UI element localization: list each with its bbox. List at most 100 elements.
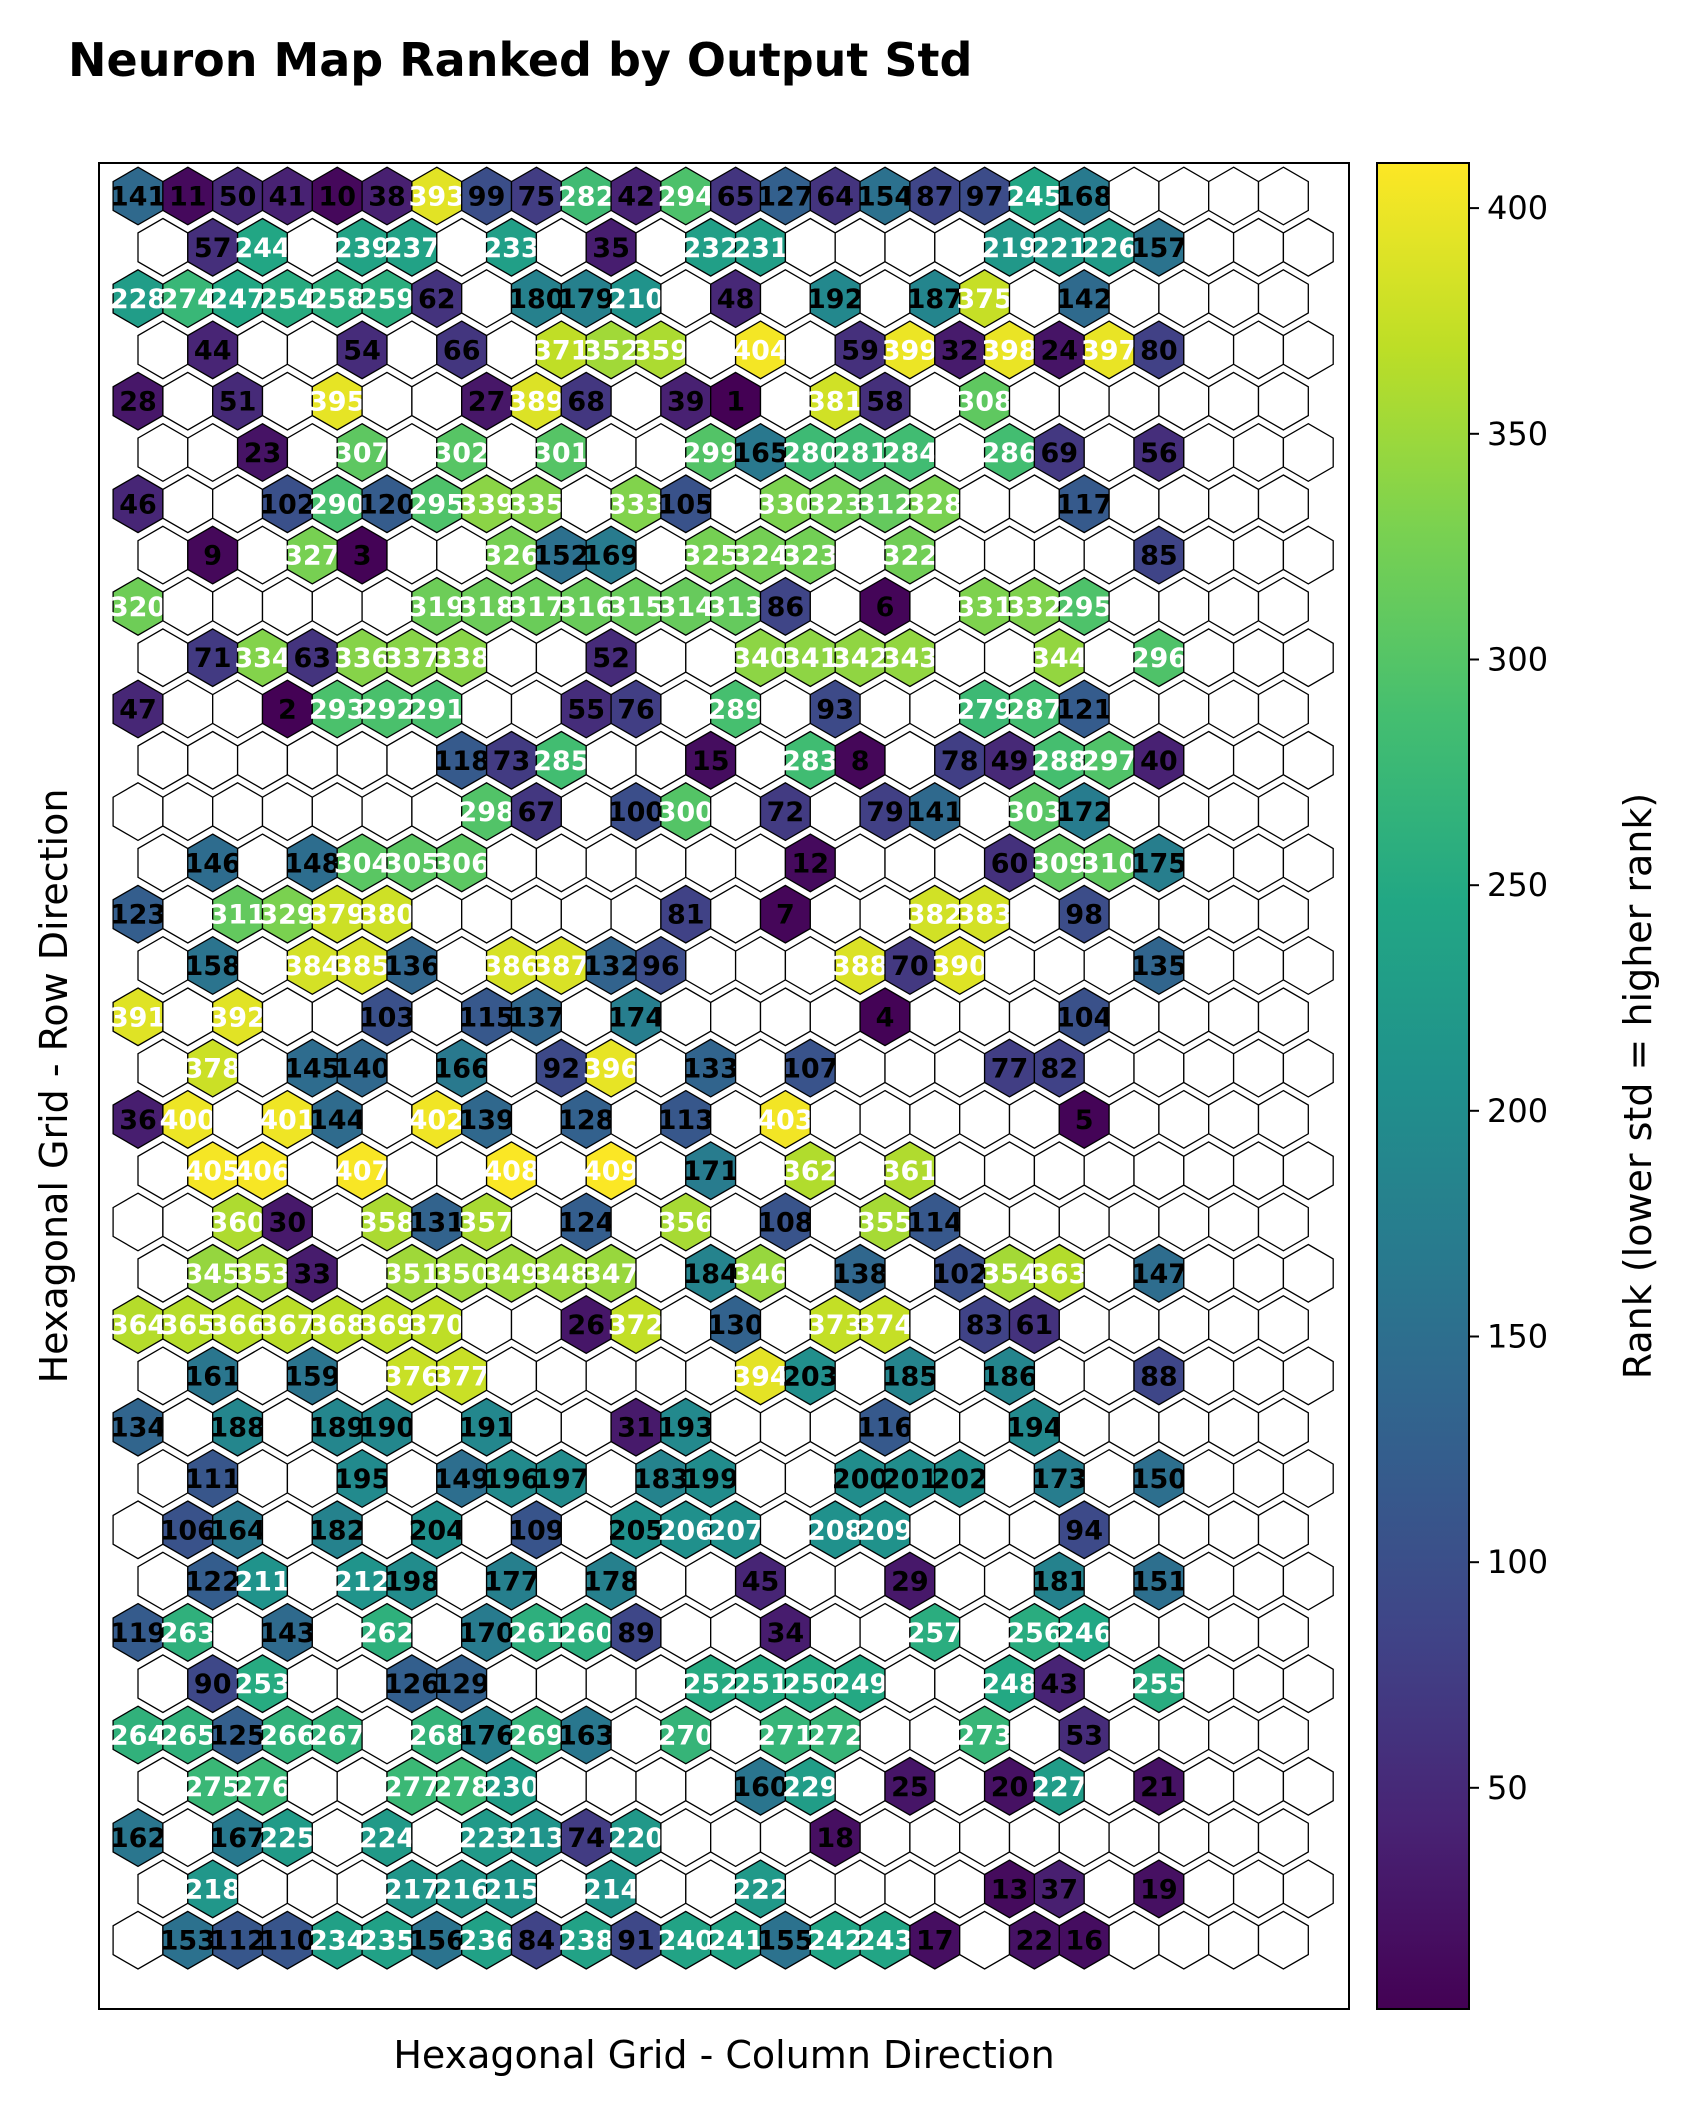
hex-cell-label: 144	[309, 1105, 365, 1136]
hex-cell-label: 318	[458, 592, 514, 623]
hex-cell-empty	[685, 628, 737, 688]
hex-cell-empty	[934, 1346, 986, 1406]
hex-cell-empty	[1257, 1295, 1309, 1355]
hex-cell-empty	[1282, 1243, 1334, 1303]
hex-cell-label: 311	[209, 900, 265, 931]
hex-cell-label: 169	[583, 541, 639, 572]
hex-cell-label: 24	[1041, 335, 1079, 366]
hex-cell-empty	[1208, 576, 1260, 636]
hex-cell-label: 105	[658, 489, 714, 520]
hex-cell-label: 389	[508, 387, 564, 418]
hex-cell-empty	[1058, 1808, 1110, 1868]
hex-cell-empty	[1232, 1551, 1285, 1611]
hex-cell-label: 243	[857, 1926, 913, 1957]
hex-cell-label: 377	[434, 1361, 490, 1392]
hex-cell-empty	[685, 1346, 737, 1406]
hex-cell-label: 85	[1140, 541, 1178, 572]
hex-cell-label: 303	[1006, 797, 1062, 828]
hex-cell-empty	[1083, 1243, 1135, 1303]
hex-cell-empty	[1158, 474, 1210, 534]
hex-cell-empty	[162, 987, 214, 1047]
hex-cell-empty	[1158, 371, 1210, 431]
hex-cell-label: 55	[567, 695, 605, 726]
hex-cell-empty	[859, 1705, 911, 1765]
hex-cell-empty	[909, 1705, 961, 1765]
hex-cell-label: 380	[359, 900, 415, 931]
hex-cell-label: 401	[259, 1105, 315, 1136]
hex-cell-label: 9	[203, 541, 222, 572]
hex-cell-label: 20	[991, 1772, 1029, 1803]
hex-cell-label: 93	[816, 695, 854, 726]
hex-cell-empty	[386, 1448, 438, 1509]
hex-cell-empty	[1208, 679, 1260, 739]
hex-cell-label: 367	[259, 1310, 315, 1341]
hex-cell-empty	[510, 1397, 562, 1457]
hex-cell-label: 195	[334, 1464, 390, 1495]
hex-cell-empty	[1208, 269, 1260, 329]
plot-frame	[98, 162, 1350, 2010]
hex-cell-label: 52	[592, 643, 630, 674]
hex-cell-empty	[1008, 269, 1060, 329]
hex-cell-empty	[635, 525, 687, 585]
hex-cell-empty	[1282, 422, 1334, 483]
hex-cell-label: 21	[1140, 1772, 1178, 1803]
hex-cell-empty	[286, 217, 338, 277]
hex-cell-label: 344	[1031, 643, 1087, 674]
hex-cell-label: 87	[916, 182, 954, 213]
hex-cell-empty	[1232, 628, 1285, 688]
hex-cell-label: 205	[608, 1515, 664, 1546]
hex-cell-empty	[759, 679, 811, 739]
hex-cell-empty	[635, 1141, 687, 1201]
hex-cell-label: 364	[110, 1310, 166, 1341]
hex-cell-label: 130	[707, 1310, 763, 1341]
hex-cell-label: 247	[209, 284, 265, 315]
hex-cell-empty	[1232, 320, 1285, 380]
hex-cell-empty	[1008, 474, 1060, 534]
hex-cell-empty	[1232, 1859, 1285, 1919]
hex-cell-empty	[1282, 1654, 1334, 1714]
hex-cell-empty	[336, 1243, 388, 1303]
hex-cell-label: 121	[1056, 695, 1112, 726]
hex-cell-empty	[710, 1602, 762, 1662]
colorbar-tick-label: 400	[1487, 189, 1548, 227]
hex-cell-label: 250	[782, 1669, 838, 1700]
hex-cell-label: 54	[343, 335, 381, 366]
hex-cell-empty	[311, 1602, 363, 1662]
hex-cell-empty	[635, 1859, 687, 1919]
hex-cell-label: 189	[309, 1413, 365, 1444]
hex-cell-empty	[137, 1038, 189, 1098]
hex-cell-empty	[112, 782, 164, 842]
hex-cell-empty	[1232, 833, 1285, 893]
hex-cell-empty	[809, 1089, 861, 1149]
hex-cell-empty	[1108, 1295, 1160, 1355]
hex-cell-label: 56	[1140, 438, 1178, 469]
hex-cell-empty	[1183, 628, 1235, 688]
hex-cell-empty	[1008, 1192, 1060, 1252]
hex-cell-label: 131	[409, 1208, 465, 1239]
hex-cell-label: 86	[767, 592, 805, 623]
hex-cell-label: 4	[876, 1002, 895, 1033]
hex-cell-empty	[411, 1397, 463, 1457]
hex-cell-empty	[286, 422, 338, 483]
hex-cell-empty	[1257, 1705, 1309, 1765]
hex-cell-label: 406	[234, 1156, 290, 1187]
hex-cell-empty	[1232, 1141, 1285, 1201]
hex-cell-empty	[1208, 1295, 1260, 1355]
hex-cell-empty	[286, 1859, 338, 1919]
hex-cell-label: 128	[558, 1105, 614, 1136]
hex-cell-empty	[1257, 1397, 1309, 1457]
hex-cell-label: 281	[832, 438, 888, 469]
hex-cell-label: 67	[518, 797, 556, 828]
hex-cell-label: 215	[483, 1874, 539, 1905]
hex-cell-label: 332	[1006, 592, 1062, 623]
hex-cell-empty	[261, 371, 313, 431]
hex-cell-label: 225	[259, 1823, 315, 1854]
hex-cell-label: 103	[359, 1002, 415, 1033]
hex-cell-label: 176	[458, 1721, 514, 1752]
hex-cell-empty	[386, 1038, 438, 1098]
hex-cell-empty	[261, 1500, 313, 1560]
hex-cell-empty	[959, 987, 1011, 1047]
hex-cell-label: 79	[866, 797, 904, 828]
hex-cell-empty	[1208, 166, 1260, 226]
hex-cell-empty	[1108, 1808, 1160, 1868]
